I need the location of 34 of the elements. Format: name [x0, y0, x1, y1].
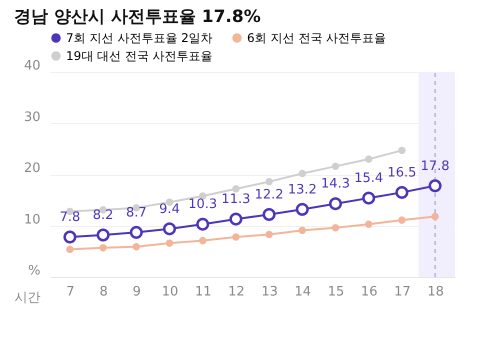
data-label: 11.3 [221, 192, 250, 208]
legend-label: 19대 대선 전국 사전투표율 [66, 49, 213, 63]
x-tick-label: 15 [328, 284, 344, 300]
data-label: 12.2 [254, 187, 284, 202]
data-label: 7.8 [60, 210, 80, 226]
x-tick-label: 7 [66, 284, 75, 300]
y-tick-label: 40 [24, 58, 40, 74]
data-label: 10.3 [188, 197, 218, 212]
y-tick-label: 10 [24, 212, 40, 228]
legend-label: 6회 지선 전국 사전투표율 [247, 31, 386, 45]
x-tick-label: 16 [360, 284, 378, 300]
data-label: 9.4 [159, 202, 180, 217]
data-label: 8.2 [92, 208, 114, 223]
x-tick-label: 18 [427, 284, 444, 300]
data-label: 17.8 [420, 158, 450, 174]
data-label: 16.5 [387, 165, 416, 180]
data-label: 13.2 [288, 182, 317, 198]
x-tick-label: 13 [261, 284, 278, 300]
x-tick-label: 14 [294, 284, 312, 300]
x-tick-label: 11 [194, 284, 212, 300]
x-tick-label: 9 [132, 284, 141, 300]
legend-label: 7회 지선 사전투표율 2일차 [66, 31, 213, 45]
x-tick-label: 10 [162, 284, 178, 300]
y-tick-label: 30 [24, 110, 40, 125]
y-tick-label: % [28, 264, 40, 278]
x-tick-label: 8 [99, 284, 108, 300]
x-tick-label: 17 [394, 284, 411, 300]
chart-title: 경남 양산시 사전투표율 17.8% [14, 7, 261, 27]
data-label: 15.4 [354, 171, 384, 186]
y-tick-label: 20 [24, 161, 40, 176]
x-axis-title: 시간 [14, 290, 40, 306]
data-label: 8.7 [126, 205, 147, 220]
x-tick-label: 12 [228, 284, 245, 300]
data-label: 14.3 [321, 176, 350, 192]
